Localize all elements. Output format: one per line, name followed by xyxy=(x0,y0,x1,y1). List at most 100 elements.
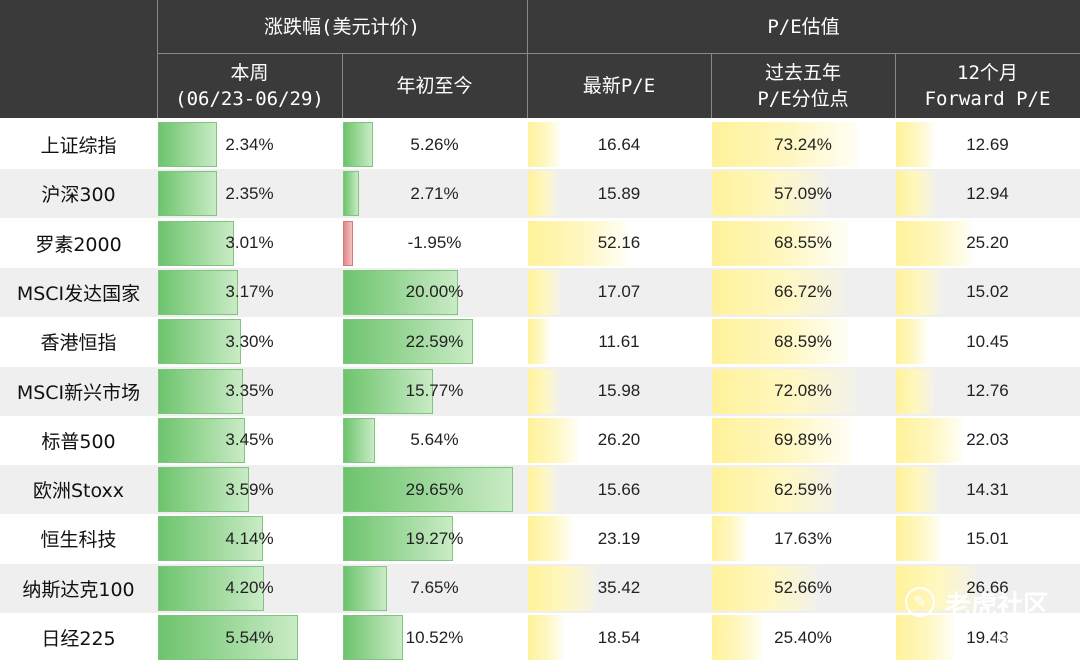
week-bar xyxy=(158,615,298,660)
row-name: 沪深300 xyxy=(41,184,116,207)
week-value: 3.30% xyxy=(225,331,274,351)
ytd-value: 15.77% xyxy=(405,381,464,400)
row-name: 欧洲Stoxx xyxy=(32,480,125,503)
pe-bar xyxy=(528,417,579,463)
pct-bar xyxy=(712,417,852,463)
pct-value: 72.08% xyxy=(774,381,832,400)
week-value: 3.01% xyxy=(225,233,274,253)
fwd-bar xyxy=(896,171,935,217)
pe-bar xyxy=(528,269,561,315)
pct-value: 73.24% xyxy=(774,134,832,154)
pe-bar xyxy=(528,171,559,217)
week-value: 5.54% xyxy=(225,627,274,647)
week-bar xyxy=(158,565,265,611)
header-vline-2 xyxy=(342,53,343,118)
week-value: 3.45% xyxy=(225,430,274,450)
ytd-value: 29.65% xyxy=(405,479,464,499)
fwd-value: 12.69 xyxy=(966,134,1009,154)
ytd-bar xyxy=(343,171,359,217)
week-bar xyxy=(158,319,242,365)
header-corner xyxy=(0,0,157,118)
fwd-value: 12.76 xyxy=(966,381,1009,400)
ytd-bar xyxy=(343,467,513,513)
pe-bar xyxy=(528,516,573,562)
pe-value: 35.42 xyxy=(597,578,641,598)
header-vline-5 xyxy=(895,53,896,118)
fwd-value: 14.31 xyxy=(966,479,1009,499)
header-divider xyxy=(157,53,1080,54)
pct-value: 25.40% xyxy=(774,627,832,647)
row-name: MSCI发达国家 xyxy=(16,282,141,305)
header-ytd: 年初至今 xyxy=(342,53,527,118)
header-ytd-label: 年初至今 xyxy=(396,74,473,97)
ytd-value: 5.64% xyxy=(410,430,459,450)
ytd-value: 5.26% xyxy=(410,134,459,154)
header-group-change-label: 涨跌幅(美元计价) xyxy=(264,15,420,38)
ytd-bar xyxy=(343,565,387,611)
row-name: 纳斯达克100 xyxy=(22,578,135,601)
week-bar xyxy=(158,122,218,167)
pct-bar xyxy=(712,467,838,513)
pct-bar xyxy=(712,269,846,315)
row-name: 日经225 xyxy=(41,628,116,650)
week-value: 3.35% xyxy=(225,381,274,400)
pct-bar xyxy=(712,368,857,414)
ytd-bar xyxy=(343,269,458,315)
header-vline-4 xyxy=(711,53,712,118)
pe-value: 16.64 xyxy=(597,134,641,154)
pe-bar xyxy=(528,122,560,167)
pe-bar xyxy=(528,319,551,365)
pe-bar xyxy=(528,368,559,414)
pct-bar xyxy=(712,171,827,217)
header-week-line2: (06/23-06/29) xyxy=(175,87,324,110)
pe-value: 17.07 xyxy=(597,282,641,302)
pct-value: 62.59% xyxy=(774,479,832,499)
ytd-value: -1.95% xyxy=(407,233,462,253)
pe-value: 15.98 xyxy=(597,381,641,400)
header-vline-1 xyxy=(157,0,158,118)
pe-bar xyxy=(528,467,559,513)
header-forward-pe-line2: Forward P/E xyxy=(924,87,1051,110)
header-pe-percentile-line1: 过去五年 xyxy=(764,61,841,84)
row-name: MSCI新兴市场 xyxy=(16,381,141,404)
header-group-pe-label: P/E估值 xyxy=(767,15,840,38)
fwd-bar xyxy=(896,220,972,266)
pe-bar xyxy=(528,220,628,266)
ytd-value: 22.59% xyxy=(405,331,464,351)
header-forward-pe-line1: 12个月 xyxy=(957,61,1018,84)
fwd-bar xyxy=(896,615,955,660)
pct-bar xyxy=(712,516,748,562)
fwd-value: 15.02 xyxy=(966,282,1009,302)
week-bar xyxy=(158,171,218,217)
pe-bar xyxy=(528,615,564,660)
week-value: 4.14% xyxy=(225,528,274,548)
ytd-bar xyxy=(343,615,404,660)
watermark-text: 老虎社区 xyxy=(945,590,1050,620)
pe-value: 52.16 xyxy=(597,233,641,253)
pct-value: 68.55% xyxy=(774,233,832,253)
header-week: 本周 (06/23-06/29) xyxy=(157,53,342,118)
watermark-subtext: 虎资管 xyxy=(995,633,1041,650)
week-bar xyxy=(158,467,249,513)
fwd-bar xyxy=(896,319,928,365)
fwd-value: 22.03 xyxy=(966,430,1009,450)
ytd-value: 20.00% xyxy=(405,282,464,302)
fwd-value: 15.01 xyxy=(966,528,1009,548)
fwd-value: 26.66 xyxy=(966,578,1009,598)
pe-value: 11.61 xyxy=(598,331,640,351)
fwd-bar xyxy=(896,516,942,562)
pct-bar xyxy=(712,319,850,365)
week-bar xyxy=(158,269,239,315)
tiger-logo-icon: ✎ xyxy=(905,587,935,617)
pct-bar xyxy=(712,220,850,266)
row-name: 标普500 xyxy=(41,430,116,453)
ytd-bar xyxy=(343,319,473,365)
pct-value: 69.89% xyxy=(774,430,832,450)
ytd-bar xyxy=(343,220,353,266)
header-forward-pe: 12个月 Forward P/E xyxy=(895,53,1080,118)
pe-value: 23.19 xyxy=(597,528,641,548)
pe-bar xyxy=(528,565,596,611)
pct-value: 17.63% xyxy=(774,528,832,548)
header-pe-percentile: 过去五年 P/E分位点 xyxy=(711,53,895,118)
header-vline-3 xyxy=(527,0,528,118)
